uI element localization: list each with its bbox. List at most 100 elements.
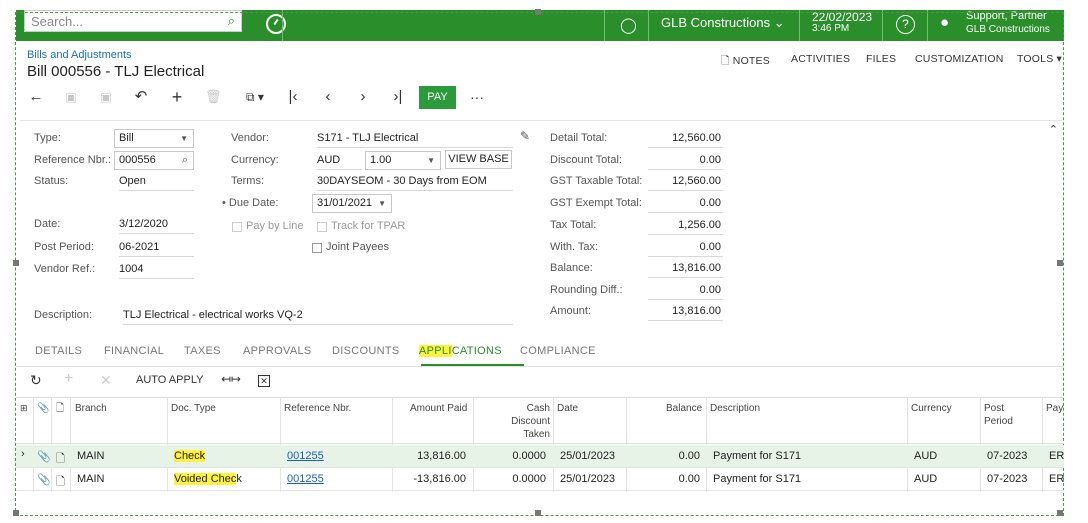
due-date-value: 31/01/2021 <box>317 197 373 209</box>
tab-approvals[interactable]: APPROVALS <box>243 345 312 357</box>
fit-columns-icon[interactable]: ↤↦ <box>221 372 242 386</box>
row-expand-icon[interactable]: › <box>21 448 25 460</box>
auto-apply-button[interactable]: AUTO APPLY <box>136 374 204 386</box>
col-amount-paid[interactable]: Amount Paid <box>410 403 468 414</box>
active-tab-indicator <box>421 364 524 366</box>
resize-handle[interactable] <box>1057 260 1063 266</box>
copy-paste-icon[interactable]: ⧉ ▾ <box>246 90 264 104</box>
first-record-icon[interactable]: |‹ <box>288 88 298 105</box>
back-icon[interactable]: ← <box>28 88 44 105</box>
chat-icon[interactable]: ◯ <box>620 17 637 34</box>
tab-applications-rest: CATIONS <box>451 345 502 357</box>
cell-reference-nbr-link[interactable]: 001255 <box>287 450 324 462</box>
due-date-field[interactable]: 31/01/2021 ▼ <box>312 194 392 213</box>
row-selector-icon[interactable]: ⊞ <box>20 403 28 413</box>
type-label: Type: <box>34 132 61 144</box>
resize-handle[interactable] <box>535 510 541 516</box>
col-balance[interactable]: Balance <box>666 403 703 414</box>
save-close-icon[interactable]: ▣ <box>100 90 112 104</box>
business-date[interactable]: 22/02/2023 <box>812 10 873 24</box>
delete-row-icon[interactable]: ✕ <box>100 372 112 388</box>
joint-payees-checkbox[interactable] <box>312 243 322 253</box>
cell-post-period: 07-2023 <box>987 450 1028 462</box>
help-icon[interactable]: ? <box>896 15 915 34</box>
table-row[interactable]: 📎 🗋 MAIN Voided Check 001255 -13,816.00 … <box>16 468 1064 491</box>
col-doc-type[interactable]: Doc. Type <box>171 403 216 414</box>
cell-description: Payment for S171 <box>713 473 802 485</box>
pay-button[interactable]: PAY <box>419 86 456 109</box>
tab-details[interactable]: DETAILS <box>35 345 83 357</box>
document-icon[interactable]: 🗋 <box>56 476 65 488</box>
user-name[interactable]: Support, Partner <box>966 10 1047 22</box>
view-base-button[interactable]: VIEW BASE <box>445 150 512 169</box>
column-divider <box>33 397 34 492</box>
refresh-icon[interactable]: ↻ <box>30 372 42 388</box>
user-icon[interactable]: ● <box>940 14 950 31</box>
recent-history-icon[interactable] <box>266 14 286 34</box>
topbar-divider <box>604 10 605 41</box>
document-icon[interactable]: 🗋 <box>56 453 65 465</box>
col-description[interactable]: Description <box>710 403 761 414</box>
track-tpar-checkbox[interactable] <box>317 222 327 232</box>
attachment-icon[interactable]: 📎 <box>37 403 50 414</box>
description-field[interactable]: TLJ Electrical - electrical works VQ-2 <box>123 309 513 325</box>
currency-rate-select[interactable]: 1.00 ▼ <box>365 151 441 170</box>
add-icon[interactable]: + <box>171 87 183 107</box>
add-row-icon[interactable]: + <box>64 370 74 387</box>
resize-handle[interactable] <box>1057 510 1063 516</box>
resize-handle[interactable] <box>13 260 19 266</box>
cell-reference-nbr-link[interactable]: 001255 <box>287 473 324 485</box>
date-field[interactable]: 3/12/2020 <box>119 218 194 234</box>
more-actions-icon[interactable]: ··· <box>470 89 484 105</box>
notes-link[interactable]: 🗋 NOTES <box>721 53 770 71</box>
attachment-icon[interactable]: 📎 <box>37 451 51 463</box>
col-cash-discount[interactable]: Cash Discount Taken <box>496 402 550 441</box>
next-record-icon[interactable]: › <box>360 88 366 105</box>
chevron-down-icon[interactable]: ⌄ <box>1062 15 1073 29</box>
edit-pencil-icon[interactable]: ✎ <box>520 129 531 143</box>
reference-nbr-input[interactable]: 000556 ⌕ <box>114 151 194 170</box>
search-input[interactable]: Search... ⌕ <box>24 10 242 32</box>
tab-applications[interactable]: APPLICATIONS <box>419 345 502 357</box>
cell-date: 25/01/2023 <box>560 473 616 485</box>
delete-icon[interactable]: 🗑 <box>205 89 222 104</box>
files-link[interactable]: FILES <box>866 53 897 65</box>
tools-menu[interactable]: TOOLS ▾ <box>1017 53 1062 65</box>
tab-compliance[interactable]: COMPLIANCE <box>520 345 596 357</box>
col-date[interactable]: Date <box>557 403 579 414</box>
col-reference-nbr[interactable]: Reference Nbr. <box>284 403 352 414</box>
save-icon[interactable]: ▣ <box>65 90 77 104</box>
search-icon[interactable]: ⌕ <box>227 13 235 28</box>
company-selector[interactable]: GLB Constructions ⌄ <box>661 15 785 31</box>
tab-financial[interactable]: FINANCIAL <box>104 345 165 357</box>
post-period-field[interactable]: 06-2021 <box>119 241 194 257</box>
table-row[interactable]: › 📎 🗋 MAIN Check 001255 13,816.00 0.0000… <box>16 445 1064 468</box>
resize-handle[interactable] <box>535 9 541 15</box>
type-select[interactable]: Bill ▼ <box>114 129 194 148</box>
attachment-icon[interactable]: 📎 <box>37 474 51 486</box>
pay-by-line-checkbox[interactable] <box>232 222 242 232</box>
cell-pay: ER <box>1049 473 1065 485</box>
tab-taxes[interactable]: TAXES <box>184 345 221 357</box>
tab-discounts[interactable]: DISCOUNTS <box>332 345 400 357</box>
vendor-ref-field[interactable]: 1004 <box>119 263 194 279</box>
description-label: Description: <box>34 309 93 321</box>
document-icon[interactable]: 🗋 <box>56 403 65 414</box>
undo-icon[interactable]: ↶ <box>134 88 148 105</box>
col-post-period[interactable]: Post Period <box>984 402 1013 428</box>
search-icon[interactable]: ⌕ <box>181 154 188 166</box>
activities-link[interactable]: ACTIVITIES <box>791 53 851 65</box>
export-excel-icon[interactable]: ✕ <box>258 375 270 387</box>
collapse-icon[interactable]: ⌃ <box>1048 124 1058 136</box>
terms-field[interactable]: 30DAYSEOM - 30 Days from EOM <box>317 175 513 191</box>
previous-record-icon[interactable]: ‹ <box>325 88 331 105</box>
resize-handle[interactable] <box>13 510 19 516</box>
col-pay[interactable]: Pay <box>1046 403 1064 414</box>
breadcrumb[interactable]: Bills and Adjustments <box>27 49 132 61</box>
last-record-icon[interactable]: ›| <box>393 88 403 105</box>
customization-link[interactable]: CUSTOMIZATION <box>915 53 1004 65</box>
col-branch[interactable]: Branch <box>75 403 107 414</box>
vendor-field[interactable]: S171 - TLJ Electrical <box>317 132 513 148</box>
cell-currency: AUD <box>914 473 938 485</box>
col-currency[interactable]: Currency <box>911 403 952 414</box>
